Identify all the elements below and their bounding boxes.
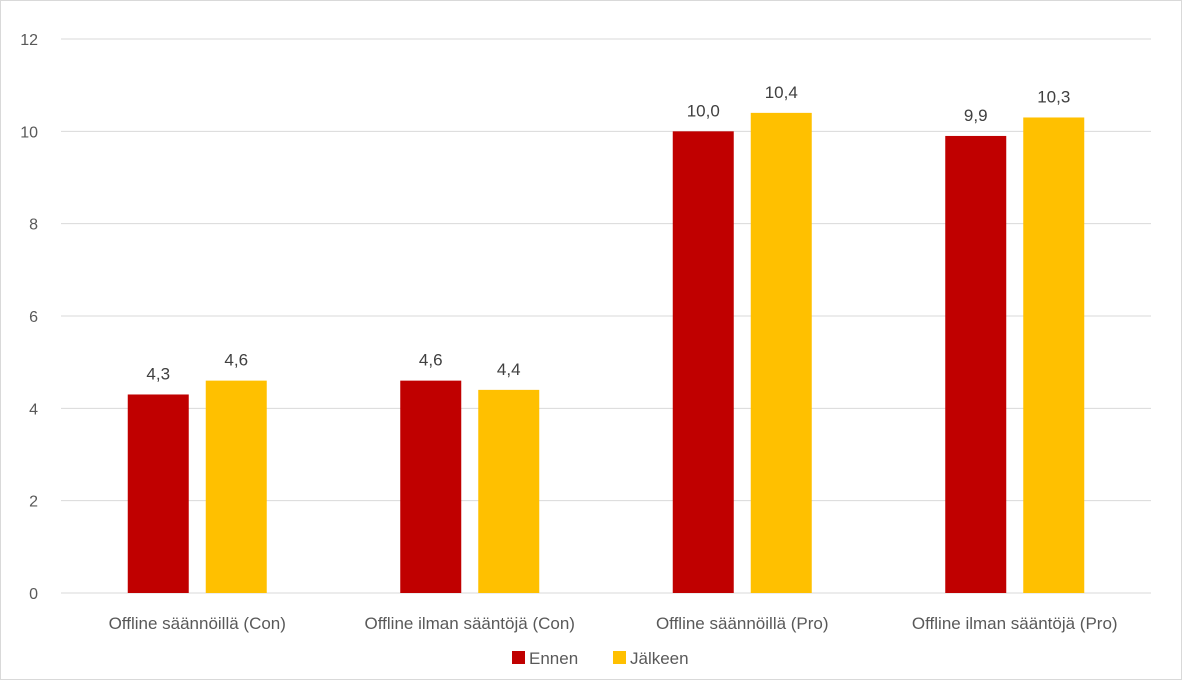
y-tick-label: 12 bbox=[20, 32, 38, 49]
legend-swatch-ennen bbox=[512, 651, 525, 664]
y-tick-label: 8 bbox=[29, 217, 38, 234]
y-axis-ticks: 0 2 4 6 8 10 12 bbox=[20, 32, 38, 603]
bar-jälkeen bbox=[1023, 117, 1085, 593]
bar-ennen bbox=[400, 380, 462, 593]
y-tick-label: 2 bbox=[29, 494, 38, 511]
y-tick-label: 4 bbox=[29, 401, 38, 418]
bar-jälkeen bbox=[205, 380, 267, 593]
x-category-label: Offline ilman sääntöjä (Con) bbox=[365, 614, 575, 633]
data-labels: 4,3 4,6 4,6 4,4 10,0 10,4 9,9 10,3 bbox=[146, 83, 1070, 384]
bar-jälkeen bbox=[750, 112, 812, 593]
legend: Ennen Jälkeen bbox=[512, 649, 689, 668]
data-label: 10,0 bbox=[687, 101, 720, 120]
y-tick-label: 0 bbox=[29, 586, 38, 603]
y-tick-label: 6 bbox=[29, 309, 38, 326]
data-label: 4,4 bbox=[497, 360, 521, 379]
legend-label: Ennen bbox=[529, 649, 578, 668]
data-label: 9,9 bbox=[964, 106, 988, 125]
bar-ennen bbox=[127, 394, 189, 593]
data-label: 4,3 bbox=[146, 364, 170, 383]
bar-ennen bbox=[945, 135, 1007, 593]
y-tick-label: 10 bbox=[20, 124, 38, 141]
bars bbox=[127, 112, 1085, 594]
legend-label: Jälkeen bbox=[630, 649, 689, 668]
bar-jälkeen bbox=[478, 389, 540, 593]
legend-swatch-jälkeen bbox=[613, 651, 626, 664]
data-label: 10,3 bbox=[1037, 87, 1070, 106]
data-label: 10,4 bbox=[765, 83, 798, 102]
data-label: 4,6 bbox=[419, 351, 443, 370]
data-label: 4,6 bbox=[224, 351, 248, 370]
x-category-label: Offline säännöillä (Con) bbox=[109, 614, 286, 633]
bar-ennen bbox=[672, 131, 734, 594]
x-axis-categories: Offline säännöillä (Con) Offline ilman sä… bbox=[109, 614, 1118, 633]
x-category-label: Offline säännöillä (Pro) bbox=[656, 614, 829, 633]
x-category-label: Offline ilman sääntöjä (Pro) bbox=[912, 614, 1118, 633]
